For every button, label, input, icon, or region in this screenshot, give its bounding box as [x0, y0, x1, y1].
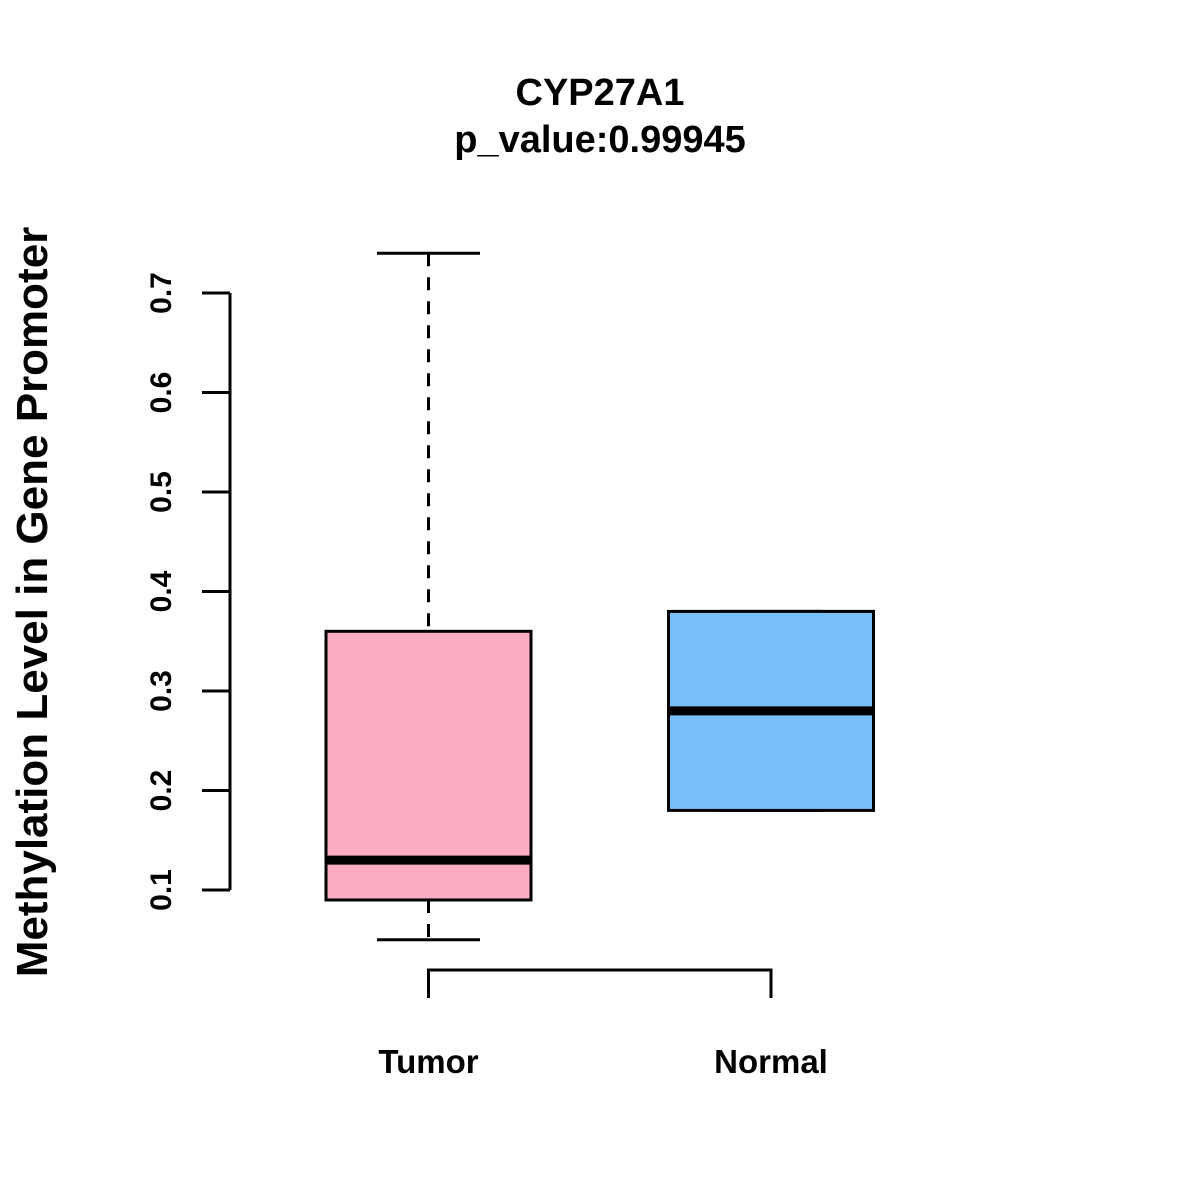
- x-axis-label-tumor: Tumor: [378, 1043, 478, 1080]
- chart-subtitle: p_value:0.99945: [454, 119, 746, 161]
- y-axis-tick-label: 0.3: [145, 670, 178, 712]
- y-axis-tick-label: 0.4: [145, 570, 178, 612]
- title-block: CYP27A1 p_value:0.99945: [0, 70, 1200, 164]
- y-axis-tick-label: 0.6: [145, 372, 178, 414]
- y-axis-tick-label: 0.7: [145, 272, 178, 314]
- y-axis-tick-label: 0.1: [145, 869, 178, 911]
- comparison-bracket: [427, 968, 773, 998]
- y-axis-tick-label: 0.2: [145, 770, 178, 812]
- chart-title: CYP27A1: [515, 72, 685, 114]
- box-tumor: [324, 629, 533, 902]
- x-axis-label-normal: Normal: [714, 1043, 828, 1080]
- y-axis-tick-label: 0.5: [145, 471, 178, 513]
